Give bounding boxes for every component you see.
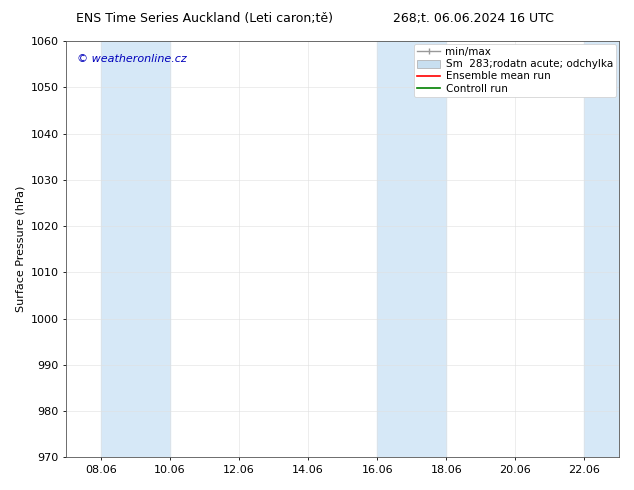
Text: ENS Time Series Auckland (Leti caron;tě): ENS Time Series Auckland (Leti caron;tě) xyxy=(76,12,333,25)
Bar xyxy=(585,41,619,457)
Text: 268;t. 06.06.2024 16 UTC: 268;t. 06.06.2024 16 UTC xyxy=(393,12,554,25)
Text: © weatheronline.cz: © weatheronline.cz xyxy=(77,53,187,64)
Bar xyxy=(101,41,170,457)
Legend: min/max, Sm  283;rodatn acute; odchylka, Ensemble mean run, Controll run: min/max, Sm 283;rodatn acute; odchylka, … xyxy=(414,44,616,97)
Bar xyxy=(377,41,446,457)
Y-axis label: Surface Pressure (hPa): Surface Pressure (hPa) xyxy=(15,186,25,313)
